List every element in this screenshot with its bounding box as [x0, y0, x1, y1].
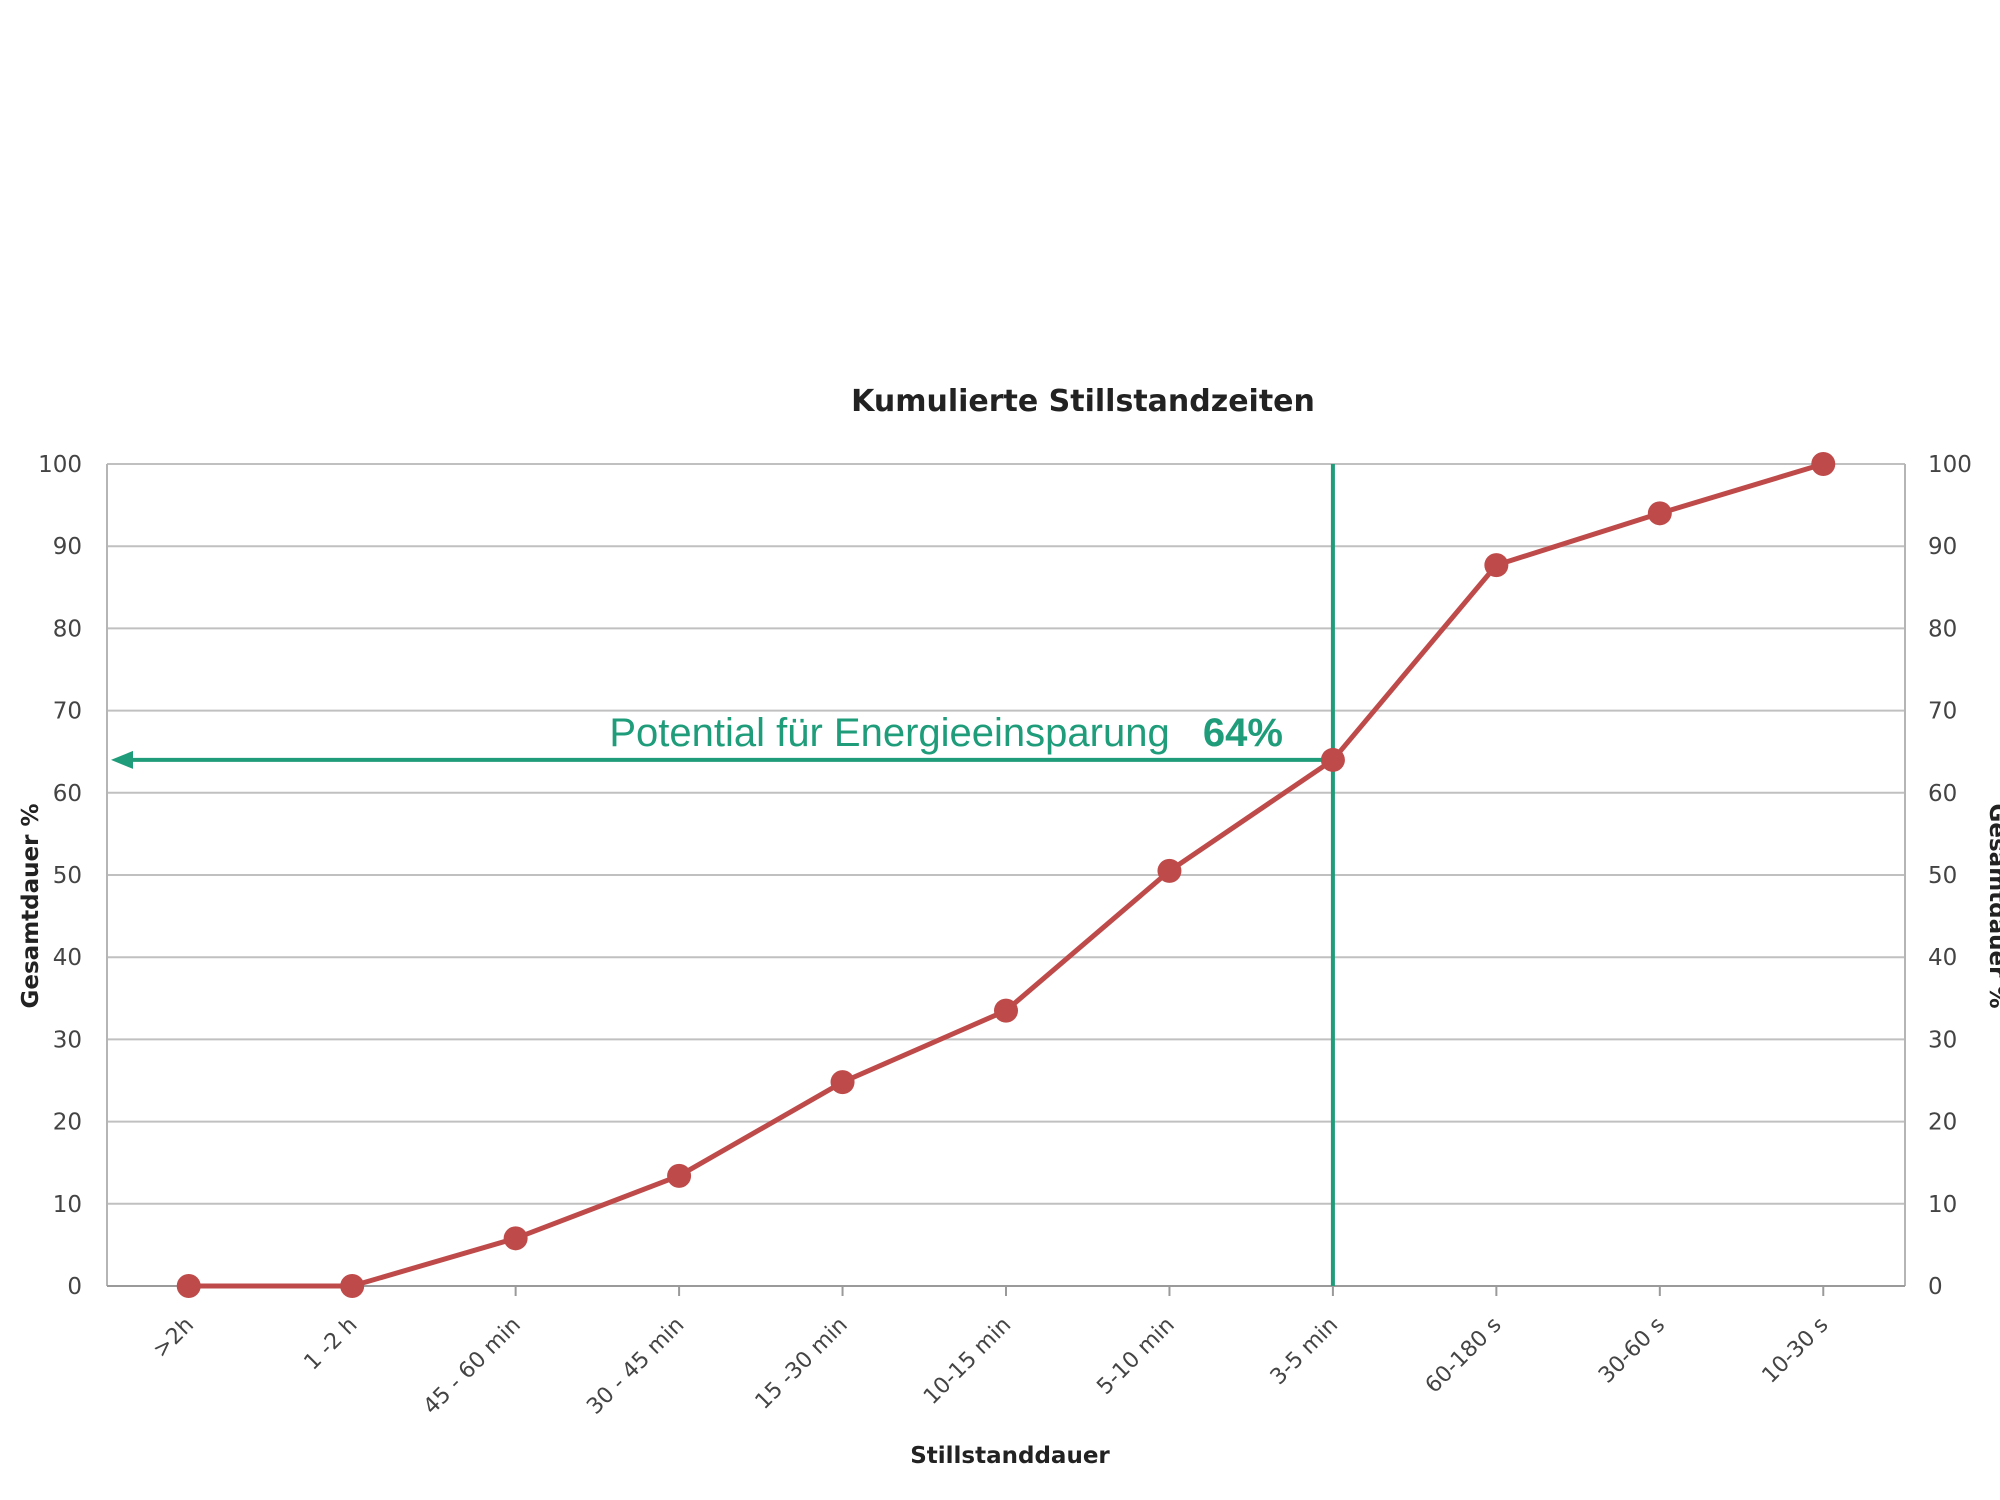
- x-tick-label-1: 1 -2 h: [300, 1313, 363, 1376]
- data-point-7: [1320, 747, 1345, 772]
- axes: [106, 464, 1906, 1296]
- data-point-3: [667, 1163, 692, 1188]
- y-tick-label-right-50: 50: [1928, 863, 1957, 889]
- x-tick-label-5: 10-15 min: [919, 1313, 1016, 1410]
- annotation-arrow-head: [111, 750, 133, 769]
- y-tick-label-left-50: 50: [53, 863, 82, 889]
- x-axis-label: Stillstanddauer: [910, 1443, 1110, 1469]
- data-point-5: [994, 998, 1018, 1023]
- y-tick-label-left-60: 60: [53, 781, 82, 807]
- y-tick-label-left-40: 40: [53, 945, 82, 971]
- x-tick-label-9: 30-60 s: [1594, 1313, 1670, 1389]
- data-point-4: [830, 1070, 855, 1095]
- x-tick-label-3: 30 - 45 min: [582, 1313, 689, 1420]
- x-tick-label-10: 10-30 s: [1758, 1313, 1834, 1389]
- annotation-group: Potential für Energieeinsparung 64%: [111, 464, 1335, 1286]
- data-point-10: [1811, 452, 1836, 476]
- y-tick-label-right-20: 20: [1928, 1110, 1957, 1136]
- chart-title: Kumulierte Stillstandzeiten: [851, 384, 1315, 419]
- y-tick-label-left-80: 80: [53, 616, 82, 642]
- y-tick-label-left-30: 30: [53, 1027, 82, 1053]
- y-tick-label-left-70: 70: [53, 699, 82, 725]
- x-tick-labels: >2h 1 -2 h 45 - 60 min 30 - 45 min 15 -30 mi…: [149, 1313, 1834, 1420]
- x-tick-label-2: 45 - 60 min: [419, 1313, 526, 1420]
- data-point-9: [1647, 501, 1672, 526]
- y-tick-label-right-10: 10: [1928, 1192, 1957, 1218]
- y-tick-labels: 0 0 10 10 20 20 30 30 40 40 50 50 60 60 70 70 80 80 90 90 10…: [38, 452, 1972, 1300]
- data-point-1: [340, 1274, 365, 1298]
- data-point-0: [176, 1274, 201, 1298]
- gridlines: [107, 463, 1905, 1287]
- annotation-value: 64%: [1203, 711, 1283, 755]
- data-point-2: [503, 1226, 528, 1251]
- y-tick-label-right-90: 90: [1928, 534, 1957, 560]
- y-tick-label-right-80: 80: [1928, 616, 1957, 642]
- data-point-8: [1484, 553, 1509, 578]
- x-tick-label-8: 60-180 s: [1421, 1313, 1507, 1399]
- y-axis-label-left: Gesamtdauer %: [18, 803, 44, 1008]
- y-tick-label-left-0: 0: [67, 1274, 82, 1300]
- y-tick-label-left-100: 100: [38, 452, 82, 478]
- y-tick-label-right-40: 40: [1928, 945, 1957, 971]
- data-point-6: [1157, 858, 1182, 883]
- annotation-text: Potential für Energieeinsparung: [609, 711, 1169, 755]
- annotation-label: Potential für Energieeinsparung 64%: [609, 711, 1283, 755]
- x-tick-label-7: 3-5 min: [1266, 1313, 1343, 1390]
- y-tick-label-left-90: 90: [53, 534, 82, 560]
- y-tick-label-left-10: 10: [53, 1192, 82, 1218]
- y-tick-label-right-100: 100: [1928, 452, 1972, 478]
- y-tick-label-right-0: 0: [1928, 1274, 1943, 1300]
- x-tick-label-4: 15 -30 min: [751, 1313, 853, 1415]
- y-tick-label-right-60: 60: [1928, 781, 1957, 807]
- y-tick-label-left-20: 20: [53, 1110, 82, 1136]
- y-tick-label-right-30: 30: [1928, 1027, 1957, 1053]
- series-line-group: [176, 452, 1836, 1298]
- y-axis-label-right: Gesamtdauer %: [1984, 803, 2000, 1008]
- x-tick-label-6: 5-10 min: [1092, 1313, 1179, 1400]
- y-tick-label-right-70: 70: [1928, 699, 1957, 725]
- x-tick-label-0: >2h: [149, 1313, 199, 1363]
